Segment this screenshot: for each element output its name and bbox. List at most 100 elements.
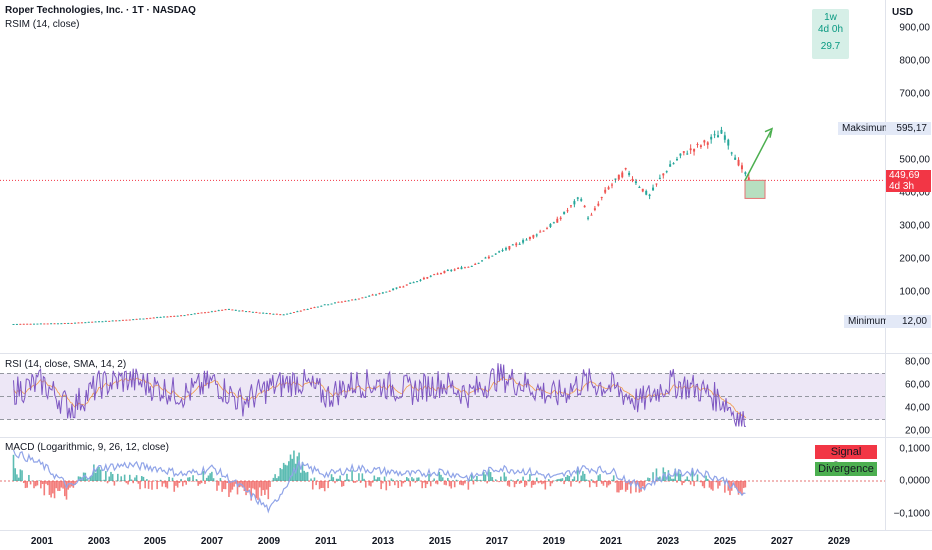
macd-pane[interactable] (0, 438, 885, 530)
macd-histogram-bar (706, 478, 709, 481)
macd-histogram-bar (496, 481, 499, 482)
macd-histogram-bar (383, 476, 386, 481)
time-label: 2011 (315, 536, 337, 547)
candle-body (412, 282, 415, 284)
macd-histogram-bar (441, 477, 444, 481)
candle-body (101, 321, 104, 323)
macd-histogram-bar (522, 476, 524, 481)
candle-body (241, 310, 244, 312)
candle-body (652, 187, 655, 191)
candle-body (46, 323, 49, 325)
projection-arrow (744, 130, 772, 181)
macd-title[interactable]: MACD (Logarithmic, 9, 26, 12, close) (5, 442, 169, 453)
candle-body (549, 224, 552, 227)
macd-histogram-bar (455, 479, 458, 481)
macd-histogram-bar (698, 480, 701, 482)
candle-body (327, 304, 330, 306)
macd-histogram-bar (187, 477, 189, 481)
macd-histogram-bar (132, 481, 134, 484)
candle-body (569, 205, 572, 207)
macd-histogram-bar (21, 470, 23, 481)
macd-histogram-bar (624, 481, 627, 492)
rsi-tick: 20,00 (904, 425, 930, 437)
rsi-line (13, 363, 746, 427)
macd-histogram-bar (359, 481, 362, 483)
macd-histogram-bar (361, 473, 364, 481)
macd-histogram-bar (147, 481, 150, 489)
macd-histogram-bar (462, 481, 465, 486)
current-price-tag: 449,69 4d 3h (886, 170, 931, 192)
macd-histogram-bar (623, 481, 625, 482)
macd-histogram-bar (385, 481, 388, 491)
macd-histogram-bar (211, 471, 213, 481)
candle-body (658, 177, 661, 179)
indicator-title[interactable]: RSIM (14, close) (5, 19, 80, 30)
macd-histogram-bar (725, 481, 728, 482)
macd-axis[interactable]: 0,1000 0,0000 −0,1000 (885, 438, 932, 530)
macd-histogram-bar (580, 475, 583, 481)
macd-histogram-bar (693, 481, 695, 487)
candle-body (597, 203, 600, 206)
macd-histogram-bar (573, 476, 576, 481)
price-axis[interactable]: USD 900,00 800,00 700,00 500,00 400,00 3… (885, 0, 932, 353)
rsi-pane[interactable] (0, 354, 885, 437)
macd-histogram-bar (224, 481, 227, 490)
macd-histogram-bar (134, 477, 136, 481)
macd-histogram-bar (715, 481, 718, 483)
signal-cross-legend: Signal Cross (815, 445, 877, 472)
candle-body (617, 174, 620, 180)
macd-histogram-bar (626, 481, 629, 490)
candle-body (248, 311, 251, 313)
macd-histogram-bar (375, 479, 377, 481)
macd-histogram-bar (452, 480, 454, 481)
candle-body (614, 178, 617, 180)
macd-histogram-bar (226, 481, 229, 484)
price-tick: 800,00 (899, 55, 930, 67)
macd-histogram-bar (691, 470, 694, 481)
candle-body (453, 269, 456, 271)
macd-histogram-bar (349, 480, 352, 482)
macd-histogram-bar (669, 476, 671, 481)
macd-histogram-bar (512, 480, 514, 482)
macd-histogram-bar (260, 481, 263, 496)
macd-histogram-bar (513, 481, 516, 488)
macd-histogram-bar (438, 471, 441, 481)
macd-histogram-bar (643, 481, 646, 490)
price-pane[interactable] (0, 0, 885, 353)
candle-body (265, 313, 268, 315)
macd-histogram-bar (510, 479, 512, 481)
macd-histogram-bar (310, 478, 312, 481)
candle-body (621, 172, 624, 178)
candle-body (251, 311, 254, 313)
symbol-title[interactable]: Roper Technologies, Inc. · 1T · NASDAQ (5, 5, 196, 16)
macd-histogram-bar (204, 481, 206, 484)
price-tick: 100,00 (899, 286, 930, 298)
rsi-axis[interactable]: 80,00 60,00 40,00 20,00 (885, 354, 932, 437)
candle-body (723, 135, 726, 140)
macd-histogram-bar (128, 474, 131, 481)
macd-histogram-bar (433, 478, 435, 481)
candle-body (221, 309, 224, 311)
candle-body (593, 208, 596, 210)
macd-histogram-bar (488, 469, 490, 481)
macd-histogram-bar (681, 481, 683, 486)
macd-histogram-bar (171, 477, 174, 481)
macd-histogram-bar (614, 481, 617, 483)
rsi-title[interactable]: RSI (14, close, SMA, 14, 2) (5, 359, 127, 370)
candle-body (730, 152, 733, 154)
macd-histogram-bar (288, 461, 290, 481)
candle-body (450, 269, 453, 271)
macd-histogram-bar (395, 480, 398, 481)
candle-body (405, 284, 408, 286)
macd-histogram-bar (286, 465, 288, 481)
macd-histogram-bar (43, 481, 46, 496)
macd-histogram-bar (578, 481, 581, 484)
macd-histogram-bar (264, 481, 266, 495)
macd-histogram-bar (453, 481, 456, 488)
macd-histogram-bar (592, 481, 594, 483)
candle-body (467, 266, 470, 268)
macd-histogram-bar (192, 475, 194, 481)
candle-body (484, 257, 487, 259)
macd-histogram-bar (595, 481, 598, 487)
macd-histogram-bar (313, 477, 316, 481)
